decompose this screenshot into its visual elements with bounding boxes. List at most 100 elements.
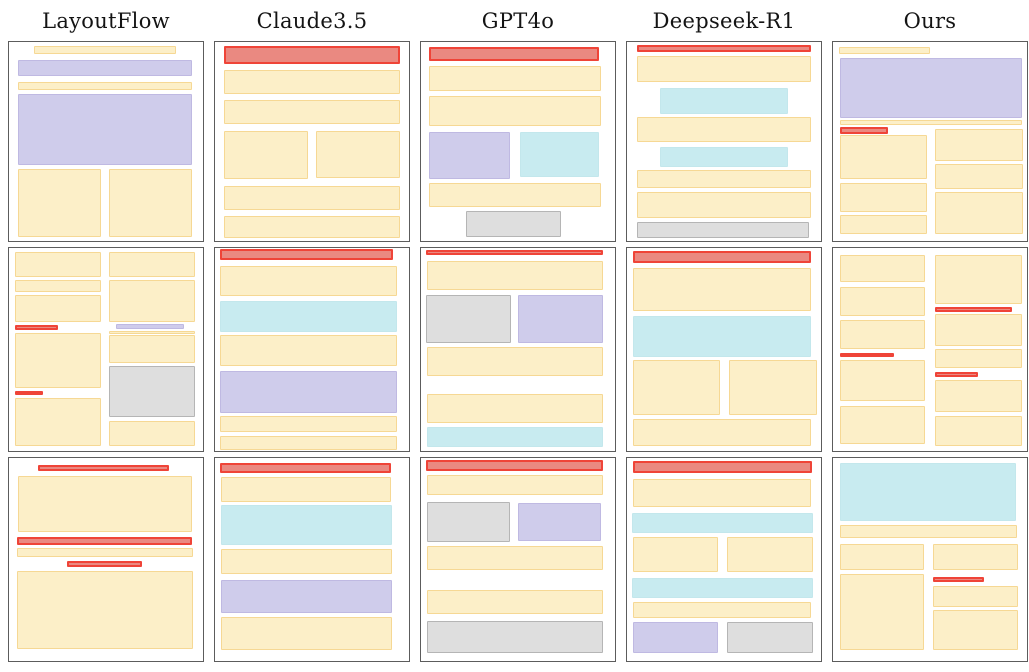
layout-rect-cream <box>839 525 1018 538</box>
layout-panel <box>8 247 204 452</box>
layout-rect-cream <box>935 415 1022 446</box>
layout-rect-red <box>839 127 889 134</box>
layout-rect-gray <box>465 211 561 237</box>
layout-rect-cyan <box>839 462 1017 521</box>
layout-rect-cream <box>17 476 193 533</box>
layout-rect-lavender <box>518 502 602 542</box>
layout-rect-cream <box>16 548 193 557</box>
layout-rect-gray <box>426 295 511 343</box>
layout-rect-lavender <box>518 295 603 343</box>
layout-panel <box>8 457 204 662</box>
method-column-layoutflow: LayoutFlow <box>8 0 204 667</box>
layout-rect-cyan <box>633 316 812 358</box>
layout-rect-cream <box>839 135 927 180</box>
layout-rect-red <box>38 464 170 472</box>
layout-rect-cream <box>17 81 193 90</box>
layout-panel <box>420 41 616 242</box>
layout-rect-cream <box>932 586 1018 607</box>
method-column-gpt4o: GPT4o <box>420 0 616 667</box>
layout-rect-cyan <box>632 577 813 599</box>
layout-rect-cream <box>34 45 176 54</box>
layout-panel <box>626 41 822 242</box>
layout-rect-cream <box>839 320 925 350</box>
layout-rect-cream <box>426 474 604 496</box>
layout-rect-lavender <box>633 622 719 653</box>
method-label-deepseek-r1: Deepseek-R1 <box>652 8 796 33</box>
layout-rect-red <box>632 461 813 473</box>
layout-rect-gray <box>426 620 604 653</box>
layout-rect-cream <box>426 545 604 571</box>
layout-rect-cream <box>223 69 401 94</box>
layout-panel <box>214 457 410 662</box>
layout-rect-cream <box>633 479 812 507</box>
layout-rect-cream <box>221 477 391 502</box>
method-column-deepseek-r1: Deepseek-R1 <box>626 0 822 667</box>
layout-rect-cream <box>839 573 924 651</box>
layout-rect-gray <box>427 501 511 543</box>
layout-rect-cream <box>109 420 195 446</box>
layout-rect-lavender <box>428 131 511 180</box>
layout-rect-cream <box>428 95 602 126</box>
layout-rect-cream <box>636 55 812 82</box>
layout-rect-cream <box>932 610 1018 651</box>
layout-rect-red <box>220 463 392 474</box>
layout-rect-cream <box>636 116 812 143</box>
layout-rect-red <box>15 325 59 331</box>
layout-panel <box>420 457 616 662</box>
layout-rect-red <box>426 460 603 471</box>
layout-rect-red <box>636 44 812 52</box>
layout-panel <box>832 247 1028 452</box>
layout-rect-cream <box>15 332 101 388</box>
layout-rect-cream <box>223 99 401 124</box>
layout-rect-cream <box>633 418 811 446</box>
layout-rect-lavender <box>17 93 193 166</box>
layout-rect-cream <box>109 279 195 323</box>
layout-rect-cream <box>633 268 811 311</box>
layout-rect-cream <box>16 570 193 649</box>
layout-rect-red <box>426 249 603 255</box>
method-label-gpt4o: GPT4o <box>481 8 555 33</box>
layout-rect-cream <box>220 265 397 297</box>
layout-rect-cyan <box>632 512 813 534</box>
layout-rect-red <box>932 576 985 582</box>
layout-rect-cream <box>633 537 719 573</box>
layout-rect-gray <box>109 366 196 418</box>
layout-rect-cream <box>315 130 401 179</box>
layout-rect-red <box>15 390 44 396</box>
layout-rect-red <box>220 249 393 261</box>
layout-rect-cream <box>839 254 925 283</box>
layout-rect-cream <box>220 335 397 366</box>
layout-rect-cream <box>223 130 309 180</box>
layout-rect-cream <box>428 65 602 91</box>
layout-rect-cream <box>15 398 101 446</box>
layout-rect-cream <box>223 216 401 238</box>
layout-rect-gray <box>636 222 810 238</box>
layout-rect-red <box>67 560 142 568</box>
layout-rect-cream <box>426 346 604 376</box>
layout-rect-gray <box>727 622 814 653</box>
layout-panel <box>626 247 822 452</box>
layout-rect-cream <box>932 543 1018 571</box>
layout-rect-cream <box>935 349 1022 369</box>
layout-rect-cream <box>839 120 1023 126</box>
layout-panel <box>214 41 410 242</box>
method-column-claude35: Claude3.5 <box>214 0 410 667</box>
layout-rect-cream <box>109 252 195 277</box>
layout-rect-cream <box>223 186 401 211</box>
method-label-claude35: Claude3.5 <box>256 8 368 33</box>
layout-rect-cyan <box>220 300 397 333</box>
layout-rect-cream <box>935 314 1022 346</box>
layout-panel <box>626 457 822 662</box>
layout-rect-cyan <box>426 427 604 447</box>
layout-rect-cream <box>839 405 925 445</box>
layout-rect-red <box>839 352 895 358</box>
layout-rect-cream <box>15 252 101 277</box>
layout-rect-lavender <box>17 59 193 76</box>
layout-rect-cream <box>935 164 1023 190</box>
layout-rect-cream <box>636 170 812 189</box>
layout-rect-red <box>428 46 600 61</box>
layout-panel <box>420 247 616 452</box>
layout-rect-cream <box>633 601 812 618</box>
layout-rect-cream <box>727 537 814 573</box>
